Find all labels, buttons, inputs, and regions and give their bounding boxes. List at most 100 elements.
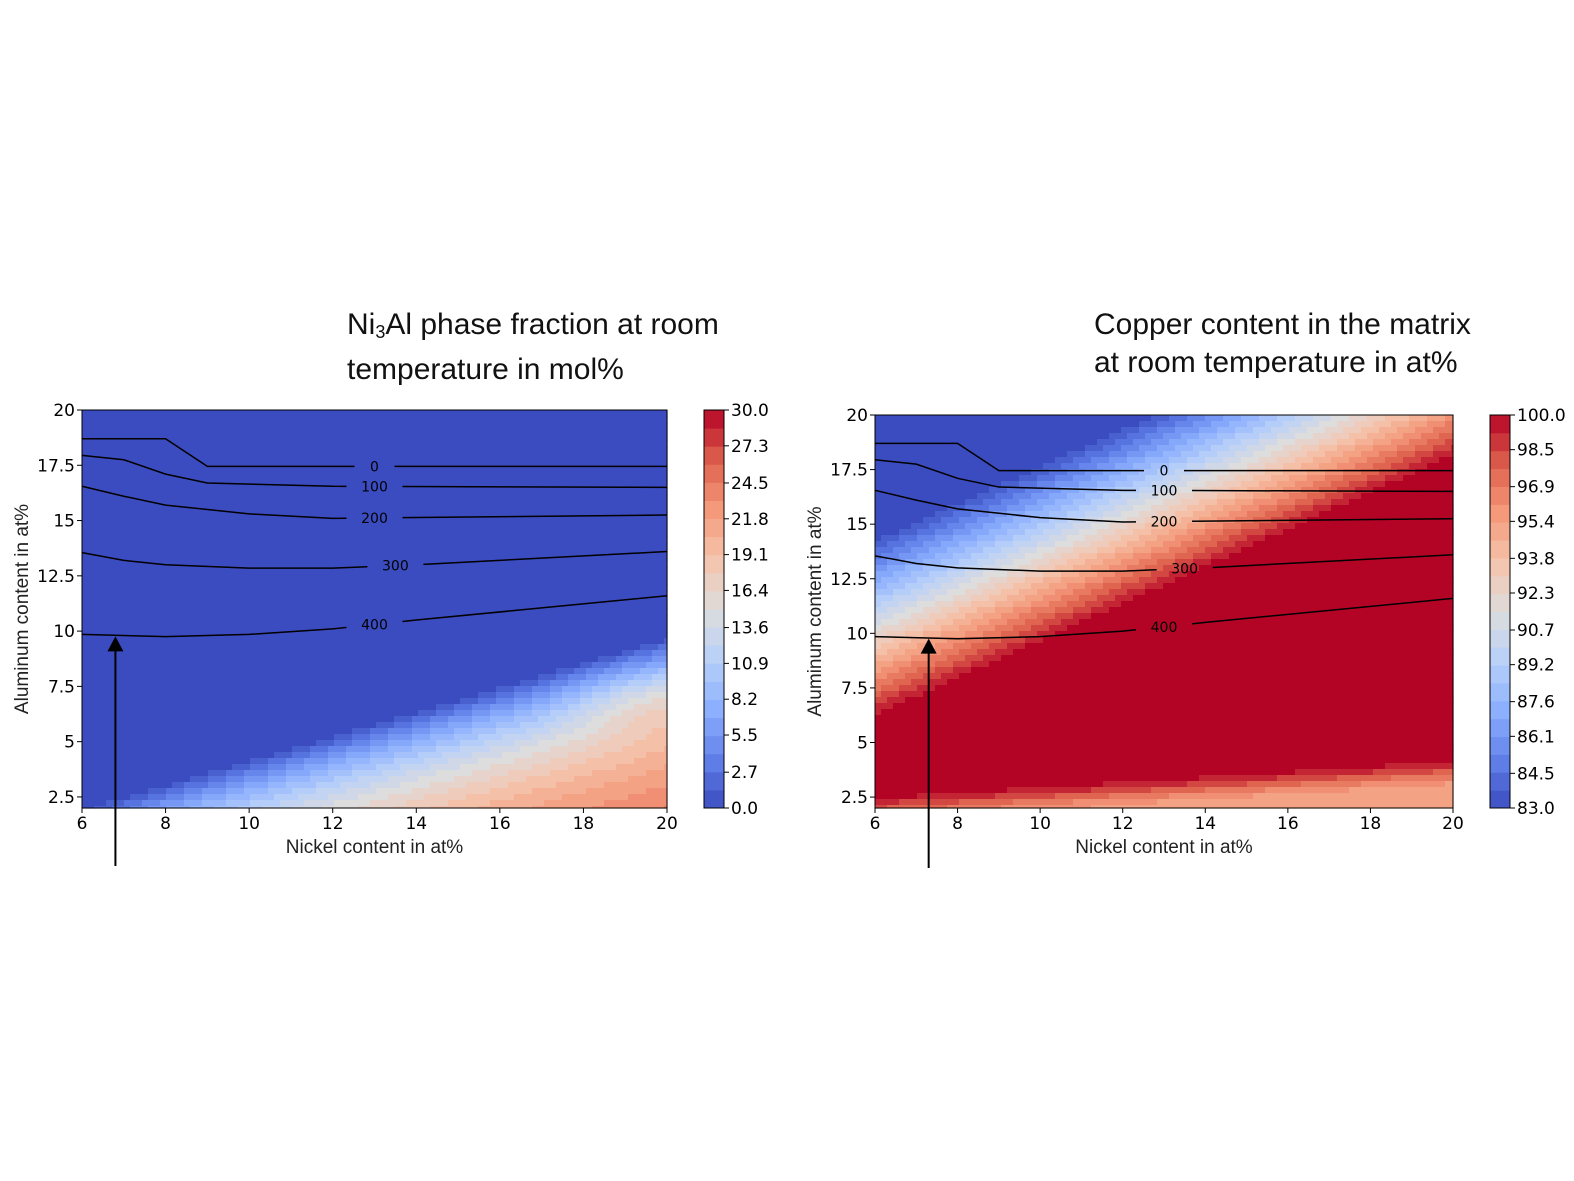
heatmap-cell: [202, 662, 209, 669]
heatmap-cell: [184, 584, 191, 591]
heatmap-cell: [166, 650, 173, 657]
heatmap-cell: [208, 764, 215, 771]
heatmap-cell: [106, 782, 113, 789]
heatmap-cell: [298, 722, 305, 729]
heatmap-cell: [238, 530, 245, 537]
heatmap-cell: [250, 638, 257, 645]
heatmap-cell: [232, 650, 239, 657]
heatmap-cell: [394, 746, 401, 753]
heatmap-cell: [112, 422, 119, 429]
heatmap-cell: [136, 788, 143, 795]
heatmap-cell: [256, 668, 263, 675]
heatmap-cell: [406, 776, 413, 783]
heatmap-cell: [430, 650, 437, 657]
heatmap-cell: [280, 692, 287, 699]
heatmap-cell: [262, 500, 269, 507]
heatmap-cell: [82, 656, 89, 663]
heatmap-cell: [364, 782, 371, 789]
heatmap-cell: [232, 596, 239, 603]
heatmap-cell: [526, 572, 533, 579]
heatmap-cell: [304, 446, 311, 453]
heatmap-cell: [370, 428, 377, 435]
heatmap-cell: [274, 524, 281, 531]
heatmap-cell: [124, 428, 131, 435]
heatmap-cell: [508, 668, 515, 675]
heatmap-cell: [190, 548, 197, 555]
heatmap-cell: [82, 434, 89, 441]
heatmap-cell: [94, 770, 101, 777]
heatmap-cell: [208, 518, 215, 525]
heatmap-cell: [208, 806, 215, 809]
heatmap-cell: [148, 500, 155, 507]
heatmap-cell: [106, 710, 113, 717]
heatmap-cell: [310, 764, 317, 771]
heatmap-cell: [274, 530, 281, 537]
heatmap-cell: [160, 644, 167, 651]
heatmap-cell: [250, 746, 257, 753]
heatmap-cell: [484, 758, 491, 765]
heatmap-cell: [382, 758, 389, 765]
heatmap-cell: [190, 662, 197, 669]
heatmap-cell: [106, 530, 113, 537]
heatmap-cell: [136, 422, 143, 429]
heatmap-cell: [370, 692, 377, 699]
heatmap-cell: [412, 782, 419, 789]
heatmap-cell: [346, 554, 353, 561]
heatmap-cell: [478, 578, 485, 585]
heatmap-cell: [484, 710, 491, 717]
heatmap-cell: [346, 656, 353, 663]
heatmap-cell: [376, 578, 383, 585]
heatmap-cell: [130, 692, 137, 699]
heatmap-cell: [286, 578, 293, 585]
heatmap-cell: [238, 584, 245, 591]
heatmap-cell: [454, 734, 461, 741]
heatmap-cell: [154, 410, 161, 417]
heatmap-cell: [346, 704, 353, 711]
heatmap-cell: [172, 476, 179, 483]
heatmap-cell: [322, 620, 329, 627]
heatmap-cell: [478, 542, 485, 549]
heatmap-cell: [502, 734, 509, 741]
heatmap-cell: [418, 548, 425, 555]
heatmap-cell: [250, 434, 257, 441]
heatmap-cell: [430, 596, 437, 603]
heatmap-cell: [424, 494, 431, 501]
heatmap-cell: [88, 674, 95, 681]
heatmap-cell: [82, 650, 89, 657]
heatmap-cell: [334, 506, 341, 513]
heatmap-cell: [166, 500, 173, 507]
heatmap-cell: [244, 710, 251, 717]
heatmap-cell: [160, 734, 167, 741]
heatmap-cell: [244, 632, 251, 639]
heatmap-cell: [130, 530, 137, 537]
heatmap-cell: [190, 608, 197, 615]
heatmap-cell: [154, 428, 161, 435]
heatmap-cell: [274, 656, 281, 663]
heatmap-cell: [256, 626, 263, 633]
heatmap-cell: [514, 596, 521, 603]
heatmap-cell: [454, 806, 461, 809]
heatmap-cell: [124, 716, 131, 723]
heatmap-cell: [484, 740, 491, 747]
heatmap-cell: [160, 602, 167, 609]
heatmap-cell: [316, 698, 323, 705]
heatmap-cell: [406, 770, 413, 777]
heatmap-cell: [262, 506, 269, 513]
heatmap-cell: [406, 416, 413, 423]
heatmap-cell: [478, 464, 485, 471]
heatmap-cell: [160, 752, 167, 759]
heatmap-cell: [184, 560, 191, 567]
heatmap-cell: [490, 572, 497, 579]
heatmap-cell: [232, 626, 239, 633]
heatmap-cell: [82, 572, 89, 579]
heatmap-cell: [304, 758, 311, 765]
heatmap-cell: [328, 638, 335, 645]
heatmap-cell: [436, 458, 443, 465]
heatmap-cell: [460, 566, 467, 573]
heatmap-cell: [82, 512, 89, 519]
heatmap-cell: [502, 704, 509, 711]
heatmap-cell: [256, 662, 263, 669]
heatmap-cell: [118, 506, 125, 513]
heatmap-cell: [304, 770, 311, 777]
heatmap-cell: [118, 452, 125, 459]
